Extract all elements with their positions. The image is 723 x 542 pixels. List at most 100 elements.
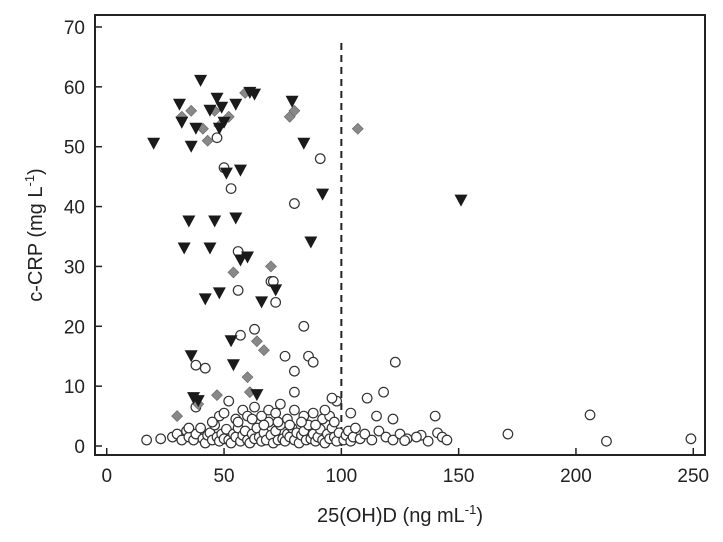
circle-point (387, 434, 399, 446)
circle-point (279, 350, 291, 362)
diamond-point (250, 335, 263, 348)
circle-point (371, 410, 382, 422)
circle-point (272, 416, 284, 428)
triangle-point (226, 359, 240, 372)
circle-point (411, 431, 422, 443)
circle-point (350, 422, 361, 434)
circle-point (314, 153, 326, 165)
diamond-point (288, 104, 301, 117)
circle-point (199, 362, 211, 374)
triangle-point (172, 98, 186, 111)
triangle-point (250, 389, 264, 402)
y-tick-label: 50 (64, 138, 85, 159)
triangle-point (248, 88, 262, 101)
triangle-point (175, 116, 189, 129)
triangle-point (304, 236, 318, 249)
triangle-point (241, 251, 254, 264)
circle-point (307, 407, 319, 419)
circle-point (298, 320, 310, 332)
circle-point (378, 386, 389, 398)
diamond-point (257, 344, 270, 357)
diamond-point (351, 122, 364, 135)
circle-point (422, 435, 434, 447)
triangle-point (203, 104, 217, 117)
triangle-point (184, 350, 198, 363)
y-tick-label: 20 (64, 317, 85, 338)
circle-point (289, 386, 300, 398)
circle-point (211, 132, 223, 144)
circle-point (345, 407, 357, 419)
circle-point (441, 434, 453, 446)
circle-point (232, 416, 244, 428)
triangle-point (233, 164, 247, 177)
y-tick-label: 30 (64, 257, 85, 278)
y-tick-label: 10 (64, 377, 85, 398)
circle-point (155, 433, 167, 445)
circle-point (258, 419, 270, 431)
circle-point (307, 356, 319, 368)
axis-ticks: 0 50 100 150 200 250 0 10 20 30 40 50 60 70 (64, 18, 709, 487)
circle-point (274, 398, 286, 410)
circle-point (429, 410, 441, 422)
triangle-point (316, 188, 330, 201)
circle-point (319, 404, 331, 416)
circle-point (289, 365, 300, 377)
triangle-point (454, 194, 468, 207)
diamond-point (241, 371, 254, 384)
triangle-point (229, 212, 243, 225)
plot-frame (94, 14, 706, 456)
y-tick-label: 40 (64, 198, 85, 219)
triangle-point (212, 122, 226, 135)
y-tick-label: 0 (74, 437, 85, 458)
y-tick-label: 60 (64, 78, 85, 99)
triangle-point (269, 284, 283, 297)
circle-point (361, 392, 373, 404)
circle-point (373, 425, 385, 437)
triangle-point (255, 296, 269, 309)
circle-point (326, 392, 338, 404)
circle-point (502, 428, 514, 440)
y-tick-label: 70 (64, 18, 85, 39)
circle-point (284, 419, 296, 431)
x-tick-label: 0 (101, 466, 112, 487)
triangle-point (215, 101, 229, 114)
circle-point (225, 183, 237, 195)
diamond-point (185, 104, 198, 117)
triangle-point (212, 287, 226, 300)
circle-point (584, 409, 596, 421)
circle-point (601, 435, 612, 447)
triangle-point (233, 254, 247, 267)
circle-point (399, 435, 411, 447)
circle-point (685, 433, 697, 445)
triangle-point (203, 242, 217, 255)
circle-point (183, 422, 195, 434)
triangle-point (208, 215, 222, 228)
circle-point (366, 434, 378, 446)
circle-point (289, 198, 300, 209)
circle-point (249, 401, 260, 413)
circle-point (296, 416, 307, 428)
triangle-point (147, 137, 161, 150)
circle-point (270, 407, 282, 419)
circle-point (387, 413, 399, 425)
y-axis-title: c-CRP (mg L-1) (22, 168, 47, 301)
circle-point (195, 422, 206, 434)
triangle-point (191, 395, 205, 408)
triangle-point (198, 293, 212, 306)
circle-point (218, 407, 230, 419)
x-axis-title: 25(OH)D (ng mL-1) (317, 502, 483, 527)
diamond-point (265, 260, 277, 273)
triangle-point (285, 95, 299, 108)
circle-point (328, 416, 340, 428)
circle-point (232, 284, 244, 296)
circle-point (310, 419, 321, 431)
triangle-point (194, 74, 208, 87)
diamond-point (201, 134, 214, 147)
triangle-point (297, 137, 311, 150)
diamond-point (227, 266, 240, 279)
circle-point (389, 356, 401, 368)
x-tick-label: 50 (213, 466, 234, 487)
circle-point (359, 428, 371, 440)
triangle-point (189, 122, 203, 135)
circle-point (206, 416, 218, 428)
